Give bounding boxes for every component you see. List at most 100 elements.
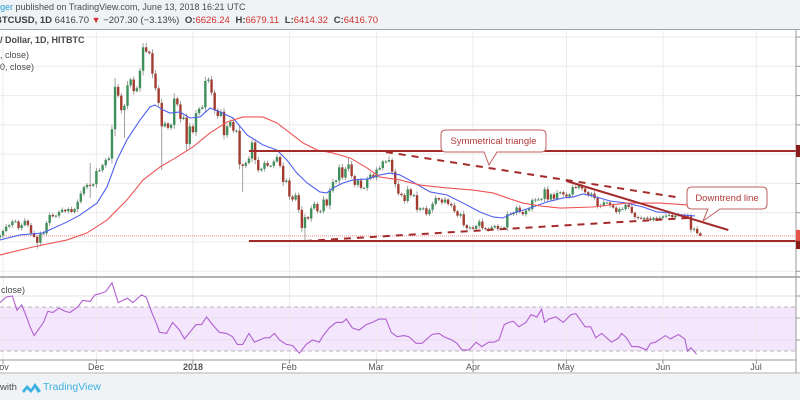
publish-header: ger published on TradingView.com, June 1… [0, 0, 800, 30]
candle-body [82, 187, 86, 194]
candle-body [11, 221, 14, 226]
time-label-jul: Jul [750, 362, 762, 372]
candle-body [559, 192, 562, 194]
candle-body [104, 160, 107, 166]
ma50-line [0, 116, 699, 256]
candle-body [602, 202, 606, 206]
candle-body [197, 108, 201, 114]
candle-body [210, 79, 213, 93]
candle-body [309, 208, 313, 219]
tradingview-brand-link[interactable]: TradingView [43, 381, 101, 393]
candle-body [428, 209, 431, 215]
candle-body [671, 214, 674, 218]
candle-body [412, 195, 416, 197]
candle-body [496, 225, 500, 229]
candle-body [88, 184, 92, 186]
candle-body [431, 203, 434, 210]
time-label-dec: Dec [87, 362, 105, 372]
candle-body [328, 190, 332, 206]
downtrend-line-callout[interactable]: Downtrend line [695, 192, 759, 204]
candle-body [95, 170, 98, 185]
candle-body [263, 162, 266, 169]
candle-body [160, 102, 163, 127]
candle-body [471, 227, 475, 229]
candle-body [689, 216, 693, 230]
publish-info-text: published on TradingView.com, June 13, 2… [13, 2, 246, 12]
candle-body [269, 165, 272, 167]
rsi-legend[interactable]: close) [1, 285, 26, 295]
candle-body [583, 188, 587, 193]
candle-body [468, 227, 472, 229]
candle-body [110, 129, 114, 159]
candle-body [281, 165, 285, 182]
candle-body [590, 193, 593, 196]
candle-body [331, 181, 335, 191]
down-arrow-icon: ▼ [91, 15, 101, 25]
candle-body [278, 157, 282, 166]
tradingview-logo-icon[interactable] [22, 382, 41, 393]
candle-body [48, 214, 51, 223]
candle-body [1, 231, 5, 236]
candle-body [138, 70, 142, 89]
candle-body [141, 47, 145, 71]
author-link[interactable]: ger [0, 2, 14, 12]
candle-body [225, 126, 229, 136]
symmetrical-triangle-callout[interactable]: Symmetrical triangle [450, 135, 537, 147]
time-label-mar: Mar [368, 362, 384, 372]
candle-body [574, 187, 577, 189]
candle-body [173, 98, 176, 125]
candle-body [129, 79, 132, 86]
ma20-legend[interactable]: , close) [0, 50, 30, 60]
candle-body [415, 195, 419, 210]
candle-body [353, 176, 356, 185]
candle-body [664, 215, 668, 217]
candle-body [123, 105, 126, 111]
candle-body [605, 202, 609, 204]
candle-body [260, 168, 263, 171]
candle-body [0, 235, 2, 238]
candle-body [527, 209, 531, 211]
candle-body [608, 202, 612, 206]
candle-body [113, 86, 117, 130]
candle-body [241, 164, 244, 166]
high-label: H: [235, 15, 246, 26]
candle-body [4, 226, 8, 232]
candle-body [350, 164, 353, 177]
triangle-lower-line[interactable] [304, 217, 688, 243]
candle-body [484, 228, 487, 230]
candle-body [540, 198, 543, 200]
close-value: 6416.70 [343, 15, 379, 26]
series-legend-title[interactable]: / Dollar, 1D, HITBTC [0, 35, 85, 45]
rsi-line [0, 281, 697, 355]
candle-body [437, 198, 441, 200]
candle-body [462, 214, 465, 226]
low-label: L: [284, 15, 294, 26]
candle-body [120, 95, 123, 111]
candle-body [313, 203, 316, 209]
candle-body [14, 221, 17, 223]
triangle-upper-line[interactable] [385, 151, 676, 198]
candle-body [474, 225, 478, 229]
time-label-nov: ov [0, 362, 9, 372]
candle-body [132, 79, 135, 92]
last-price: 6416.70 [54, 15, 89, 26]
candle-body [490, 227, 493, 230]
candle-body [157, 88, 160, 103]
price-change: −207.30 (−3.13%) [103, 15, 180, 26]
candle-body [630, 206, 634, 213]
candle-body [394, 171, 397, 185]
candle-body [148, 51, 151, 54]
candle-body [247, 158, 251, 163]
publish-info-line: ger published on TradingView.com, June 1… [0, 1, 246, 13]
candle-body [643, 217, 646, 219]
symbol-label[interactable]: BTCUSD, 1D [0, 15, 53, 26]
resistance-price-tag [796, 145, 800, 158]
candle-body [42, 233, 45, 235]
candle-body [465, 225, 469, 229]
candle-body [521, 211, 525, 215]
candle-body [359, 180, 363, 188]
ma50-legend[interactable]: 0, close) [0, 62, 35, 72]
candle-body [562, 192, 565, 195]
candle-body [316, 203, 319, 212]
